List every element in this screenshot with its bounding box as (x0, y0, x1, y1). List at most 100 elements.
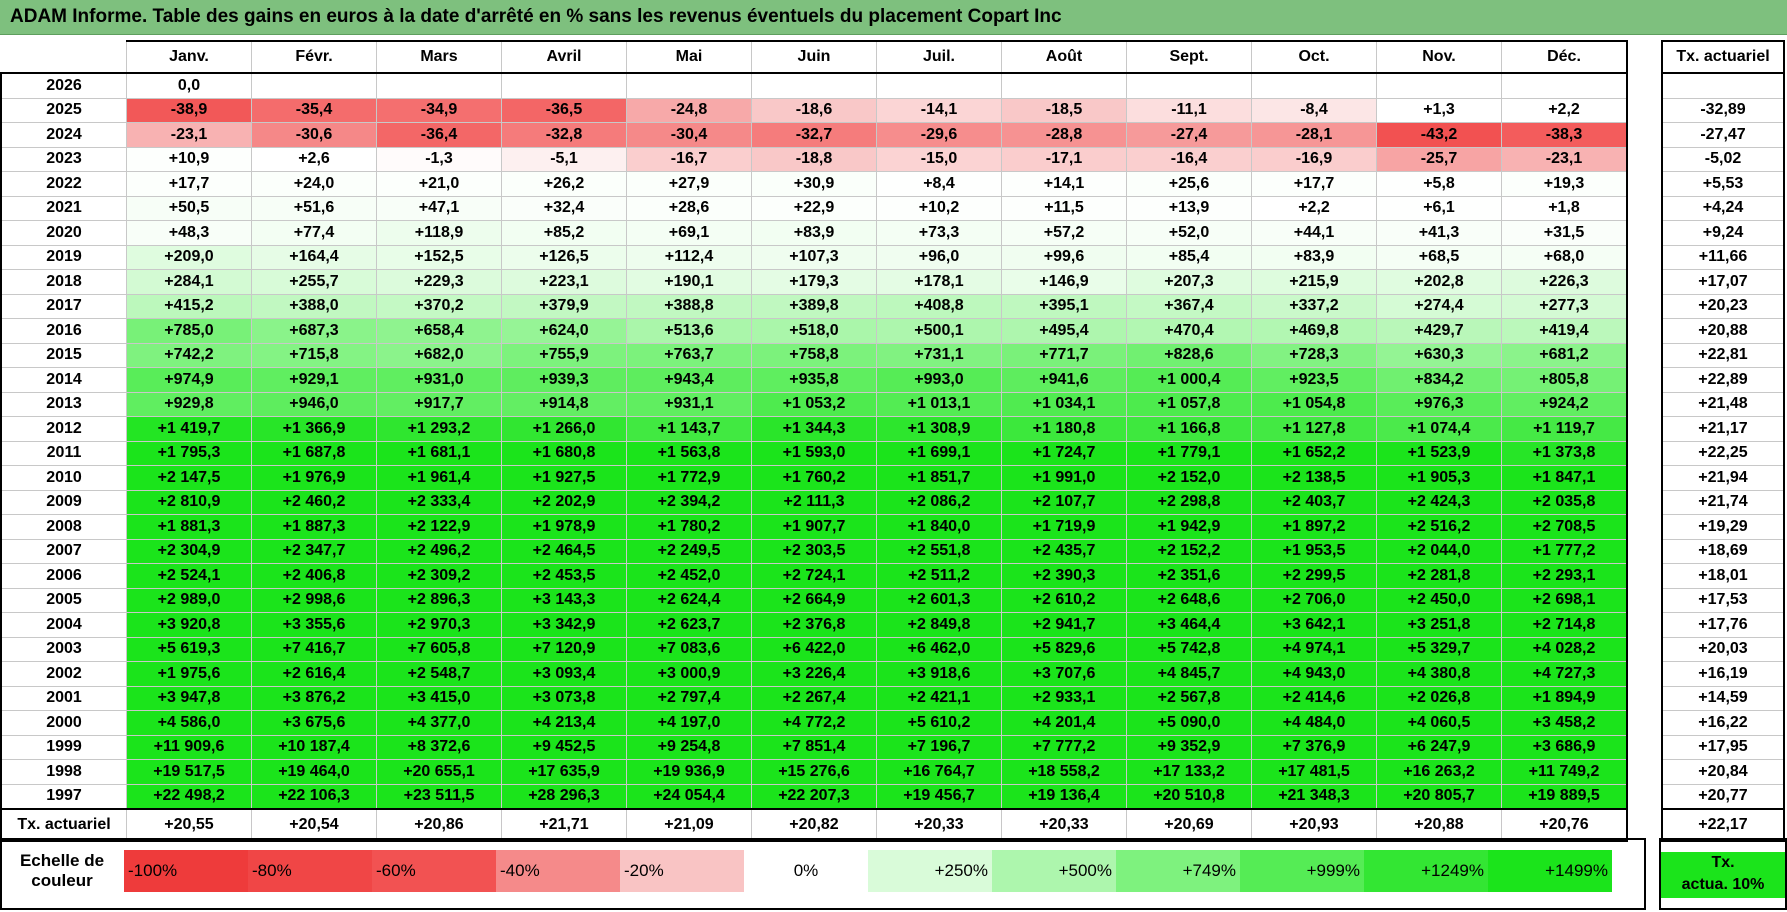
gain-cell: +4 060,5 (1376, 710, 1502, 736)
gain-cell: +785,0 (126, 318, 252, 344)
gain-cell: +126,5 (501, 244, 627, 270)
gain-cell (376, 72, 502, 99)
year-label: 2022 (0, 171, 127, 197)
gain-cell: +2 202,9 (501, 489, 627, 515)
gain-cell: +99,6 (1001, 244, 1127, 270)
year-label: 2004 (0, 612, 127, 638)
gain-cell: +4 028,2 (1501, 636, 1628, 662)
gain-cell: +1 991,0 (1001, 465, 1127, 491)
gain-cell: +17 635,9 (501, 759, 627, 785)
gain-cell: +828,6 (1126, 342, 1252, 368)
gain-cell: -18,6 (751, 97, 877, 123)
gain-cell: +1 724,7 (1001, 440, 1127, 466)
gain-cell: +20 655,1 (376, 759, 502, 785)
gain-cell: +2 516,2 (1376, 514, 1502, 540)
gain-cell: +2 941,7 (1001, 612, 1127, 638)
gain-cell: +11 909,6 (126, 734, 252, 760)
gain-cell: +1 687,8 (251, 440, 377, 466)
gain-cell: +112,4 (626, 244, 752, 270)
year-label: 2014 (0, 367, 127, 393)
tx-cell: +19,29 (1661, 514, 1785, 540)
scale-swatch: +1499% (1488, 850, 1612, 892)
footer-tx-cell: +20,88 (1376, 808, 1502, 842)
gain-cell: +715,8 (251, 342, 377, 368)
year-label: 2017 (0, 293, 127, 319)
gain-cell: +4 772,2 (751, 710, 877, 736)
gain-cell: +2 998,6 (251, 587, 377, 613)
tx-cell: +21,48 (1661, 391, 1785, 417)
gain-cell: +2 304,9 (126, 538, 252, 564)
year-label: 2005 (0, 587, 127, 613)
tx-cell (1661, 72, 1785, 99)
gain-cell: +226,3 (1501, 269, 1628, 295)
year-label: 2003 (0, 636, 127, 662)
month-header: Déc. (1501, 40, 1628, 74)
gain-cell: +9 352,9 (1126, 734, 1252, 760)
year-label: 1999 (0, 734, 127, 760)
table-row: 2012 +1 419,7 +1 366,9 +1 293,2 +1 266,0 +1 1… (0, 416, 1628, 442)
gain-cell: +2 610,2 (1001, 587, 1127, 613)
gain-cell: +2 970,3 (376, 612, 502, 638)
gain-cell: +682,0 (376, 342, 502, 368)
scale-swatch: -20% (620, 850, 744, 892)
gain-cell: +2 403,7 (1251, 489, 1377, 515)
gain-cell: +3 642,1 (1251, 612, 1377, 638)
scale-swatch: +500% (992, 850, 1116, 892)
month-header: Sept. (1126, 40, 1252, 74)
gain-cell: +1 180,8 (1001, 416, 1127, 442)
gain-cell: +2 138,5 (1251, 465, 1377, 491)
gain-cell: +2 152,2 (1126, 538, 1252, 564)
gain-cell: +3 251,8 (1376, 612, 1502, 638)
tx-cell: +20,23 (1661, 293, 1785, 319)
gain-cell: +2 424,3 (1376, 489, 1502, 515)
gain-cell: +1 851,7 (876, 465, 1002, 491)
gain-cell: +771,7 (1001, 342, 1127, 368)
gain-cell: +2 309,2 (376, 563, 502, 589)
gain-cell: +30,9 (751, 171, 877, 197)
gain-cell: +1 293,2 (376, 416, 502, 442)
gain-cell: +152,5 (376, 244, 502, 270)
tx-cell: -27,47 (1661, 122, 1785, 148)
tx-cell: +18,01 (1661, 563, 1785, 589)
year-label: 2024 (0, 122, 127, 148)
gain-cell: +44,1 (1251, 220, 1377, 246)
year-label: 2006 (0, 563, 127, 589)
report-title: ADAM Informe. Table des gains en euros à… (10, 6, 1062, 27)
gain-cell: +513,6 (626, 318, 752, 344)
gain-cell: +2 147,5 (126, 465, 252, 491)
footer-tx-cell: +20,54 (251, 808, 377, 842)
gain-cell: +367,4 (1126, 293, 1252, 319)
gain-cell: +2 376,8 (751, 612, 877, 638)
tx-legend-line2: actua. 10% (1681, 876, 1765, 893)
gain-cell: +2 698,1 (1501, 587, 1628, 613)
gain-cell: +2 452,0 (626, 563, 752, 589)
tx-cell: +17,07 (1661, 269, 1785, 295)
gain-cell: +395,1 (1001, 293, 1127, 319)
gain-cell: +929,1 (251, 367, 377, 393)
month-header: Nov. (1376, 40, 1502, 74)
gain-cell: +2 548,7 (376, 661, 502, 687)
table-row: 2009 +2 810,9 +2 460,2 +2 333,4 +2 202,9 +2 3… (0, 489, 1628, 515)
gain-cell: +2 107,7 (1001, 489, 1127, 515)
month-header: Mai (626, 40, 752, 74)
gain-cell: +118,9 (376, 220, 502, 246)
gain-cell: +1 795,3 (126, 440, 252, 466)
gain-cell: +164,4 (251, 244, 377, 270)
gain-cell: +2 601,3 (876, 587, 1002, 613)
table-row: 2008 +1 881,3 +1 887,3 +2 122,9 +1 978,9 +1 7… (0, 514, 1628, 540)
table-row: 2002 +1 975,6 +2 616,4 +2 548,7 +3 093,4 +3 0… (0, 661, 1628, 687)
gain-cell (1501, 72, 1628, 99)
gain-cell: +26,2 (501, 171, 627, 197)
gain-cell: +4 943,0 (1251, 661, 1377, 687)
gain-cell: +1 166,8 (1126, 416, 1252, 442)
gain-cell: +10,9 (126, 146, 252, 172)
gain-cell: +207,3 (1126, 269, 1252, 295)
gain-cell: +1 976,9 (251, 465, 377, 491)
gain-cell: +6 422,0 (751, 636, 877, 662)
gain-cell: -30,6 (251, 122, 377, 148)
gain-cell: +389,8 (751, 293, 877, 319)
gain-cell: -38,9 (126, 97, 252, 123)
table-row: 2007 +2 304,9 +2 347,7 +2 496,2 +2 464,5 +2 2… (0, 538, 1628, 564)
gain-cell: +1 840,0 (876, 514, 1002, 540)
gain-cell: +15 276,6 (751, 759, 877, 785)
